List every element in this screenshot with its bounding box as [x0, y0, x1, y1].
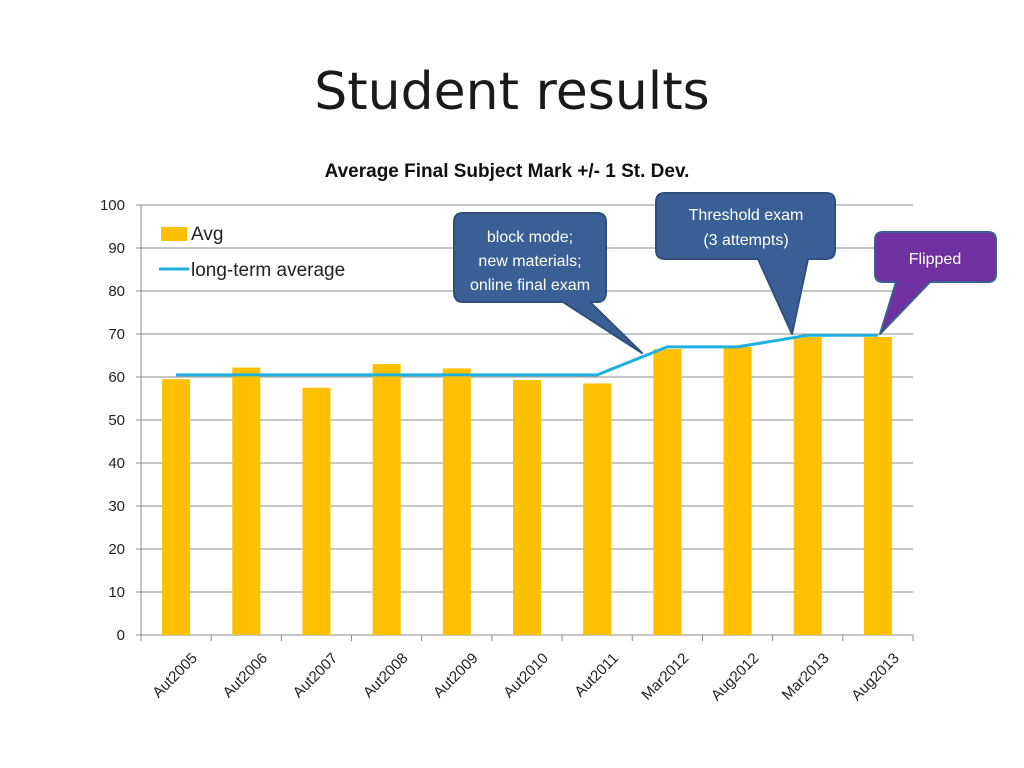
legend-swatch-avg [161, 227, 187, 241]
callout-bubble [453, 212, 643, 354]
legend: Avg long-term average [159, 224, 345, 281]
legend-label-long-term-average: long-term average [191, 260, 345, 281]
y-tick-label: 100 [100, 197, 125, 214]
chart-title: Average Final Subject Mark +/- 1 St. Dev… [325, 161, 690, 182]
x-tick-label: Aug2012 [708, 650, 762, 704]
callout-bubble [874, 231, 997, 335]
legend-label-avg: Avg [191, 224, 223, 245]
y-tick-label: 90 [108, 240, 125, 257]
y-tick-label: 20 [108, 541, 125, 558]
bar [162, 379, 191, 635]
callout-text: (3 attempts) [703, 232, 788, 249]
x-tick-label: Mar2012 [638, 650, 692, 704]
callout-text: new materials; [478, 253, 581, 270]
bar [513, 380, 541, 635]
bar [863, 337, 892, 635]
callout-text: Flipped [909, 251, 961, 268]
callouts: block mode; new materials; online final ex… [453, 192, 997, 354]
bar [723, 346, 752, 635]
bar-series [162, 337, 892, 635]
x-tick-labels: Aut2005 Aut2006 Aut2007 Aut2008 Aut2009 Aut20… [149, 650, 902, 704]
bar [653, 349, 682, 635]
line-series [176, 333, 878, 377]
x-tick-label: Aut2005 [149, 650, 201, 702]
x-tick-label: Aut2010 [500, 650, 552, 702]
callout-text: block mode; [487, 229, 573, 246]
y-tick-label: 80 [108, 283, 125, 300]
bar [372, 364, 401, 635]
callout-bubble [655, 192, 836, 335]
x-tick-label: Aut2009 [430, 650, 482, 702]
callout-block: block mode; new materials; online final ex… [453, 212, 643, 354]
long-term-average-line [176, 333, 878, 377]
bar [583, 383, 612, 635]
y-tick-label: 50 [108, 412, 125, 429]
callout-threshold: Threshold exam (3 attempts) [655, 192, 836, 335]
y-tick-label: 40 [108, 455, 125, 472]
y-tick-label: 0 [117, 627, 125, 644]
callout-flipped: Flipped [874, 231, 997, 335]
callout-text: Threshold exam [689, 207, 804, 224]
callout-text: online final exam [470, 277, 590, 294]
x-tick-label: Aut2008 [360, 650, 412, 702]
bar [302, 387, 331, 635]
x-tick-label: Aug2013 [848, 650, 902, 704]
y-tick-label: 10 [108, 584, 125, 601]
y-tick-label: 30 [108, 498, 125, 515]
slide-title: Student results [314, 62, 710, 122]
axes [140, 205, 914, 641]
y-tick-label: 70 [108, 326, 125, 343]
x-tick-label: Aut2007 [290, 650, 342, 702]
x-tick-label: Aut2011 [571, 650, 622, 701]
bar [793, 337, 822, 635]
x-tick-label: Mar2013 [779, 650, 833, 704]
y-tick-label: 60 [108, 369, 125, 386]
y-tick-labels: 0 10 20 30 40 50 60 70 80 90 100 [100, 197, 125, 644]
bar [442, 368, 471, 635]
x-tick-label: Aut2006 [220, 650, 272, 702]
bar [232, 367, 261, 635]
